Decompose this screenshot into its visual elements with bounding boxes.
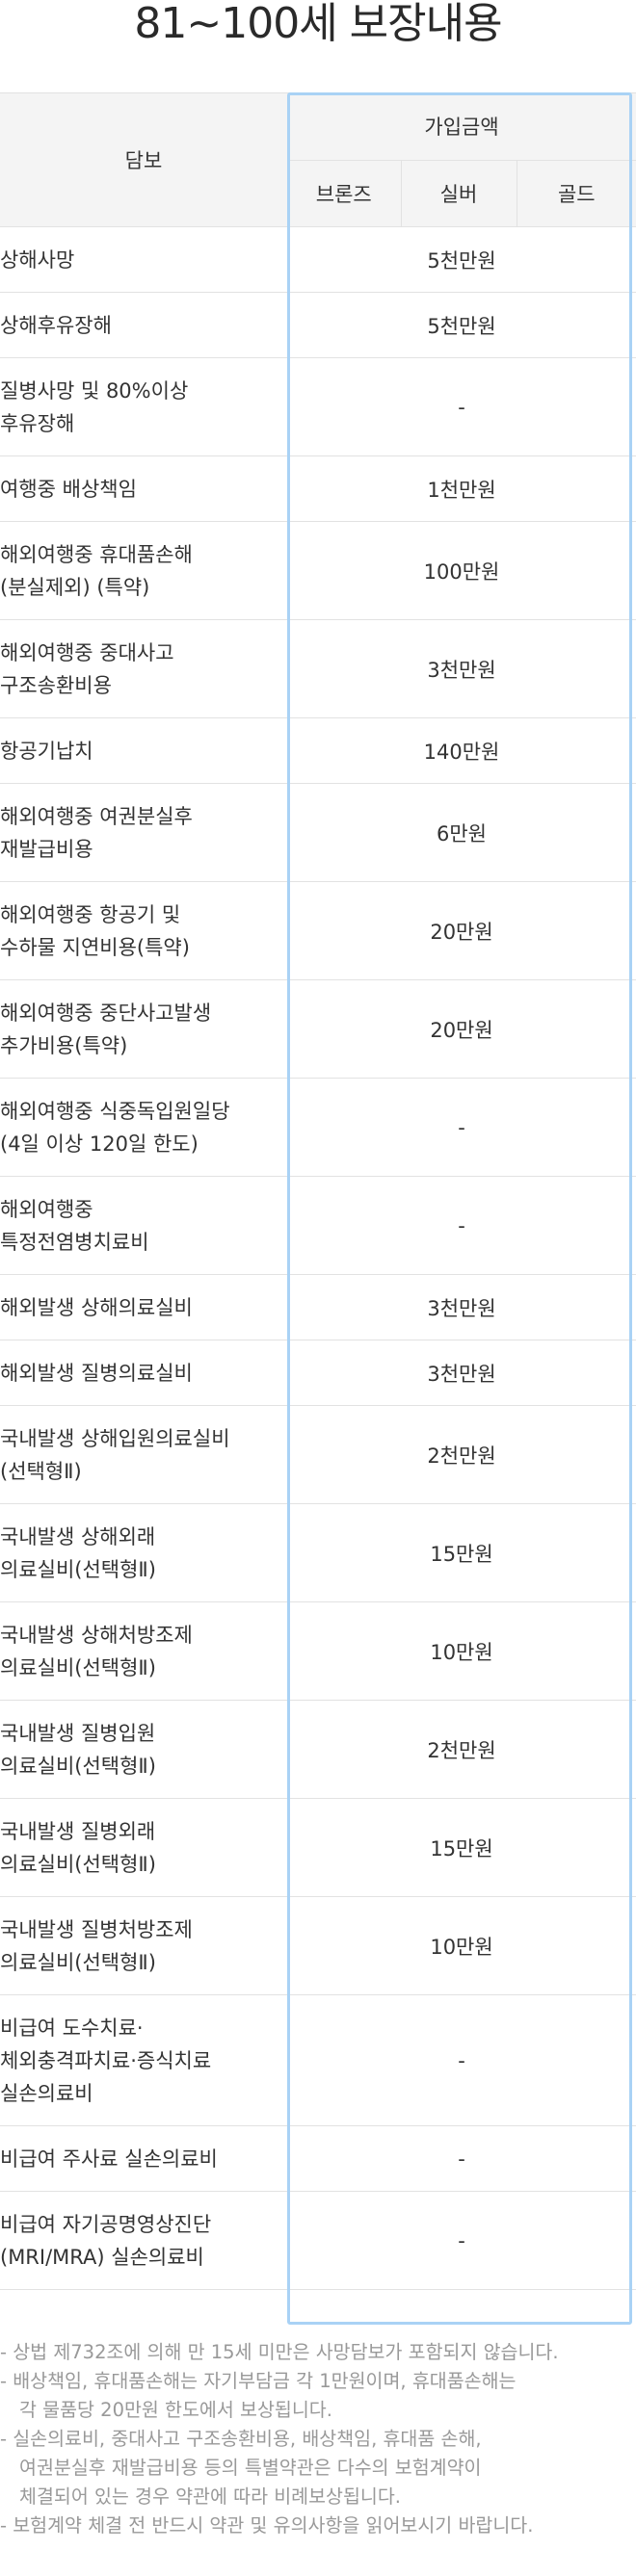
- table-row: 해외여행중 휴대품손해 (분실제외) (특약) 100만원: [0, 521, 636, 620]
- coverage-item: 국내발생 상해처방조제 의료실비(선택형Ⅱ): [0, 1601, 287, 1701]
- coverage-amount: 10만원: [287, 1896, 636, 1995]
- table-row: 비급여 주사료 실손의료비 -: [0, 2125, 636, 2192]
- coverage-item: 비급여 도수치료· 체외충격파치료·증식치료 실손의료비: [0, 1994, 287, 2126]
- coverage-item: 해외여행중 특정전염병치료비: [0, 1176, 287, 1275]
- table-row: 해외여행중 여권분실후 재발급비용 6만원: [0, 783, 636, 882]
- table-row: 해외여행중 중대사고 구조송환비용 3천만원: [0, 619, 636, 718]
- table-row: 항공기납치 140만원: [0, 717, 636, 784]
- coverage-item: 해외발생 질병의료실비: [0, 1340, 287, 1406]
- note-item: - 보험계약 체결 전 반드시 약관 및 유의사항을 읽어보시기 바랍니다.: [0, 2514, 534, 2537]
- coverage-amount: 10만원: [287, 1601, 636, 1701]
- coverage-table-body: 상해사망 5천만원 상해후유장해 5천만원 질병사망 및 80%이상 후유장해 - 여행중 …: [0, 226, 636, 2290]
- coverage-amount: 2천만원: [287, 1700, 636, 1799]
- coverage-amount: 3천만원: [287, 1274, 636, 1340]
- plan-header-bronze: 브론즈: [287, 160, 401, 227]
- page-title: 81~100세 보장내용: [134, 0, 502, 48]
- coverage-item: 해외여행중 중대사고 구조송환비용: [0, 619, 287, 718]
- table-row: 국내발생 상해처방조제 의료실비(선택형Ⅱ) 10만원: [0, 1601, 636, 1701]
- coverage-item-header: 담보: [0, 92, 287, 227]
- table-row: 국내발생 상해외래 의료실비(선택형Ⅱ) 15만원: [0, 1503, 636, 1602]
- coverage-item: 해외여행중 여권분실후 재발급비용: [0, 783, 287, 882]
- coverage-amount: -: [287, 357, 636, 456]
- note-item: - 상법 제732조에 의해 만 15세 미만은 사망담보가 포함되지 않습니다…: [0, 2341, 559, 2363]
- plan-header-silver: 실버: [400, 160, 517, 227]
- coverage-item: 해외여행중 항공기 및 수하물 지연비용(특약): [0, 881, 287, 980]
- table-row: 비급여 도수치료· 체외충격파치료·증식치료 실손의료비 -: [0, 1994, 636, 2126]
- table-row: 국내발생 질병입원 의료실비(선택형Ⅱ) 2천만원: [0, 1700, 636, 1799]
- coverage-amount: 20만원: [287, 881, 636, 980]
- coverage-amount: 3천만원: [287, 619, 636, 718]
- coverage-amount: -: [287, 2191, 636, 2290]
- table-row: 질병사망 및 80%이상 후유장해 -: [0, 357, 636, 456]
- coverage-item: 질병사망 및 80%이상 후유장해: [0, 357, 287, 456]
- coverage-item: 항공기납치: [0, 717, 287, 784]
- table-row: 해외여행중 식중독입원일당 (4일 이상 120일 한도) -: [0, 1078, 636, 1177]
- notes-list: - 상법 제732조에 의해 만 15세 미만은 사망담보가 포함되지 않습니다…: [0, 2338, 636, 2540]
- table-row: 해외여행중 특정전염병치료비 -: [0, 1176, 636, 1275]
- table-row: 국내발생 질병처방조제 의료실비(선택형Ⅱ) 10만원: [0, 1896, 636, 1995]
- coverage-item: 상해후유장해: [0, 292, 287, 358]
- coverage-amount: 15만원: [287, 1798, 636, 1897]
- table-row: 국내발생 상해입원의료실비 (선택형Ⅱ) 2천만원: [0, 1405, 636, 1504]
- subscription-amount-header: 가입금액: [287, 92, 636, 161]
- coverage-amount: 100만원: [287, 521, 636, 620]
- coverage-amount: 20만원: [287, 979, 636, 1079]
- coverage-amount: 6만원: [287, 783, 636, 882]
- coverage-table: 담보 가입금액 브론즈 실버 골드 상해사망 5천만원 상해후유장해 5천만원 질병사망…: [0, 92, 636, 2290]
- table-row: 상해후유장해 5천만원: [0, 292, 636, 358]
- coverage-amount: 3천만원: [287, 1340, 636, 1406]
- note-item: - 실손의료비, 중대사고 구조송환비용, 배상책임, 휴대품 손해, 여권분실…: [0, 2428, 482, 2508]
- coverage-item: 국내발생 질병입원 의료실비(선택형Ⅱ): [0, 1700, 287, 1799]
- coverage-item: 해외여행중 휴대품손해 (분실제외) (특약): [0, 521, 287, 620]
- coverage-amount: 1천만원: [287, 455, 636, 522]
- table-row: 해외발생 질병의료실비 3천만원: [0, 1340, 636, 1406]
- coverage-amount: -: [287, 1994, 636, 2126]
- coverage-item: 해외여행중 중단사고발생 추가비용(특약): [0, 979, 287, 1079]
- coverage-amount: -: [287, 1078, 636, 1177]
- coverage-amount: 5천만원: [287, 226, 636, 293]
- table-row: 상해사망 5천만원: [0, 226, 636, 293]
- plan-header-gold: 골드: [516, 160, 636, 227]
- coverage-amount: 140만원: [287, 717, 636, 784]
- coverage-item: 해외여행중 식중독입원일당 (4일 이상 120일 한도): [0, 1078, 287, 1177]
- coverage-item: 국내발생 질병외래 의료실비(선택형Ⅱ): [0, 1798, 287, 1897]
- note-item: - 배상책임, 휴대품손해는 자기부담금 각 1만원이며, 휴대품손해는 각 물…: [0, 2370, 517, 2421]
- table-row: 국내발생 질병외래 의료실비(선택형Ⅱ) 15만원: [0, 1798, 636, 1897]
- coverage-item: 여행중 배상책임: [0, 455, 287, 522]
- coverage-item: 비급여 자기공명영상진단 (MRI/MRA) 실손의료비: [0, 2191, 287, 2290]
- coverage-item: 국내발생 상해외래 의료실비(선택형Ⅱ): [0, 1503, 287, 1602]
- table-row: 여행중 배상책임 1천만원: [0, 455, 636, 522]
- coverage-item: 해외발생 상해의료실비: [0, 1274, 287, 1340]
- table-row: 비급여 자기공명영상진단 (MRI/MRA) 실손의료비 -: [0, 2191, 636, 2290]
- coverage-item: 상해사망: [0, 226, 287, 293]
- coverage-amount: 5천만원: [287, 292, 636, 358]
- coverage-item: 국내발생 질병처방조제 의료실비(선택형Ⅱ): [0, 1896, 287, 1995]
- table-row: 해외발생 상해의료실비 3천만원: [0, 1274, 636, 1340]
- coverage-amount: 2천만원: [287, 1405, 636, 1504]
- table-row: 해외여행중 항공기 및 수하물 지연비용(특약) 20만원: [0, 881, 636, 980]
- coverage-amount: -: [287, 1176, 636, 1275]
- coverage-amount: -: [287, 2125, 636, 2192]
- table-row: 해외여행중 중단사고발생 추가비용(특약) 20만원: [0, 979, 636, 1079]
- coverage-amount: 15만원: [287, 1503, 636, 1602]
- coverage-item: 국내발생 상해입원의료실비 (선택형Ⅱ): [0, 1405, 287, 1504]
- coverage-item: 비급여 주사료 실손의료비: [0, 2125, 287, 2192]
